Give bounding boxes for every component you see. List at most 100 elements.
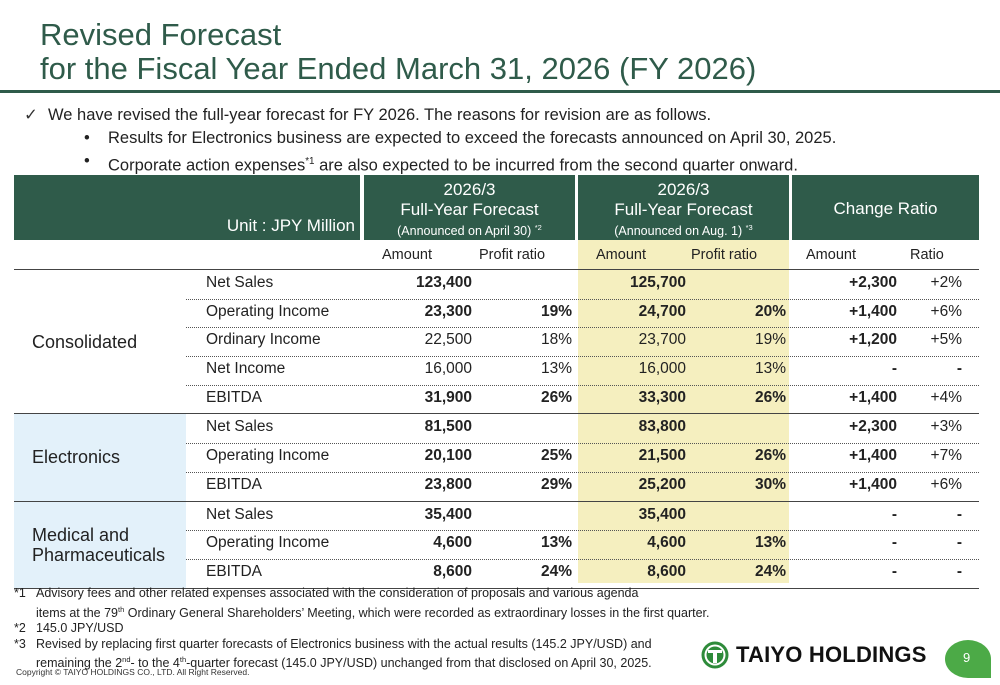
cell-chg-ratio: - bbox=[956, 562, 962, 580]
cell-chg-amount: - bbox=[891, 534, 897, 552]
header-august-year: 2026/3 bbox=[657, 180, 710, 199]
table-header: Unit : JPY Million 2026/3 Full-Year Fore… bbox=[14, 175, 979, 240]
cell-apr-amount: 81,500 bbox=[424, 418, 472, 436]
cell-aug-amount: 16,000 bbox=[638, 360, 686, 378]
cell-aug-amount: 83,800 bbox=[638, 418, 686, 436]
footnote-1-cont: items at the 79th Ordinary General Share… bbox=[14, 602, 710, 622]
bullet-dot-icon: • bbox=[84, 152, 90, 170]
cell-chg-amount: +2,300 bbox=[849, 418, 897, 436]
cell-aug-amount: 4,600 bbox=[647, 534, 686, 552]
cell-apr-amount: 23,300 bbox=[424, 302, 472, 320]
row-item: Net Sales bbox=[206, 505, 274, 523]
table-row: Net Sales 81,500 83,800 +2,300 +3% bbox=[186, 414, 979, 443]
footnote-3-cont: remaining the 2nd- to the 4th-quarter fo… bbox=[14, 652, 710, 672]
subhead-chg-amount: Amount bbox=[806, 247, 856, 263]
cell-chg-ratio: +4% bbox=[930, 388, 962, 406]
cell-apr-amount: 20,100 bbox=[424, 447, 472, 465]
group-electronics: Electronics Net Sales 81,500 83,800 +2,3… bbox=[14, 414, 979, 502]
unit-header: Unit : JPY Million bbox=[14, 175, 360, 240]
row-item: Ordinary Income bbox=[206, 331, 321, 349]
row-item: EBITDA bbox=[206, 475, 262, 493]
cell-apr-amount: 16,000 bbox=[424, 360, 472, 378]
page-number-badge: 9 bbox=[945, 640, 991, 678]
cell-apr-profit: 13% bbox=[540, 360, 572, 378]
cell-apr-amount: 123,400 bbox=[415, 274, 472, 291]
row-item: Operating Income bbox=[206, 534, 330, 552]
row-item: EBITDA bbox=[206, 562, 262, 580]
cell-aug-amount: 8,600 bbox=[647, 562, 686, 580]
cell-aug-profit: 20% bbox=[754, 302, 786, 320]
footnote-3-key: *3 bbox=[14, 636, 26, 651]
header-april-forecast: 2026/3 Full-Year Forecast (Announced on … bbox=[364, 175, 575, 240]
unit-label: Unit : JPY Million bbox=[226, 216, 355, 235]
subhead-aug-profit: Profit ratio bbox=[691, 247, 758, 263]
header-august-title: Full-Year Forecast bbox=[614, 200, 753, 219]
cell-aug-amount: 33,300 bbox=[638, 388, 686, 406]
bullet-dot-icon: • bbox=[84, 129, 90, 147]
table-subheader: Amount Profit ratio Amount Profit ratio … bbox=[14, 240, 979, 270]
table-row: EBITDA 23,800 29% 25,200 30% +1,400 +6% bbox=[186, 471, 979, 501]
bullet-main-text: We have revised the full-year forecast f… bbox=[48, 106, 712, 124]
bullet-list: ✓ We have revised the full-year forecast… bbox=[24, 104, 836, 178]
footnote-1-line2: items at the 79th Ordinary General Share… bbox=[36, 604, 710, 620]
title-divider bbox=[0, 90, 1000, 93]
subhead-aug-amount: Amount bbox=[596, 247, 646, 263]
bullet-sub-1-text: Results for Electronics business are exp… bbox=[108, 129, 837, 147]
copyright: Copyright © TAIYO HOLDINGS CO., LTD. All… bbox=[16, 667, 250, 677]
cell-aug-profit: 13% bbox=[754, 360, 786, 378]
header-august-forecast: 2026/3 Full-Year Forecast (Announced on … bbox=[578, 175, 789, 240]
cell-apr-amount: 22,500 bbox=[424, 331, 472, 349]
row-item: Net Sales bbox=[206, 418, 274, 436]
cell-chg-amount: +1,400 bbox=[849, 475, 897, 493]
header-april-title: Full-Year Forecast bbox=[400, 200, 539, 219]
table-row: Net Income 16,000 13% 16,000 13% - - bbox=[186, 356, 979, 385]
cell-apr-amount: 8,600 bbox=[433, 562, 472, 580]
group-label: Consolidated bbox=[32, 331, 138, 352]
footnote-1-line1: Advisory fees and other related expenses… bbox=[36, 586, 639, 600]
page-number: 9 bbox=[963, 650, 971, 665]
subhead-apr-profit: Profit ratio bbox=[479, 247, 546, 263]
group-label: Medical and Pharmaceuticals bbox=[14, 501, 186, 588]
group-medical: Medical and Pharmaceuticals Net Sales 35… bbox=[14, 501, 979, 589]
footnotes: *1 Advisory fees and other related expen… bbox=[14, 586, 710, 672]
cell-chg-ratio: - bbox=[956, 534, 962, 552]
cell-apr-profit: 29% bbox=[540, 475, 572, 493]
page-title-line2: for the Fiscal Year Ended March 31, 2026… bbox=[40, 51, 757, 86]
revised-column-highlight bbox=[578, 240, 789, 583]
table-row: Operating Income 20,100 25% 21,500 26% +… bbox=[186, 443, 979, 472]
cell-chg-ratio: +3% bbox=[930, 418, 962, 436]
cell-chg-amount: - bbox=[891, 505, 897, 523]
table-row: Operating Income 4,600 13% 4,600 13% - - bbox=[186, 530, 979, 559]
cell-chg-ratio: +6% bbox=[930, 475, 962, 493]
cell-apr-profit: 25% bbox=[540, 447, 572, 465]
subhead-chg-ratio: Ratio bbox=[910, 247, 944, 263]
row-item: Operating Income bbox=[206, 302, 330, 320]
cell-apr-amount: 35,400 bbox=[424, 505, 472, 523]
table-row: Operating Income 23,300 19% 24,700 20% +… bbox=[186, 298, 979, 328]
header-april-sub: (Announced on April 30) *2 bbox=[397, 223, 542, 239]
footnote-3: *3 Revised by replacing first quarter fo… bbox=[14, 637, 710, 653]
cell-aug-profit: 26% bbox=[754, 447, 786, 465]
cell-chg-ratio: +5% bbox=[930, 331, 962, 349]
footnote-2: *2 145.0 JPY/USD bbox=[14, 621, 710, 637]
footnote-2-key: *2 bbox=[14, 621, 26, 636]
table-row: EBITDA 31,900 26% 33,300 26% +1,400 +4% bbox=[186, 384, 979, 414]
bullet-sub-2: • Corporate action expenses*1 are also e… bbox=[24, 150, 836, 178]
cell-chg-amount: +1,400 bbox=[849, 447, 897, 465]
row-item: EBITDA bbox=[206, 388, 262, 406]
footnote-1: *1 Advisory fees and other related expen… bbox=[14, 586, 710, 602]
footnote-3-line1: Revised by replacing first quarter forec… bbox=[36, 636, 652, 651]
cell-chg-ratio: - bbox=[956, 505, 962, 523]
logo-text: TAIYO HOLDINGS bbox=[736, 642, 927, 667]
cell-aug-profit: 19% bbox=[754, 331, 786, 349]
cell-aug-amount: 35,400 bbox=[638, 505, 686, 523]
header-change-ratio-label: Change Ratio bbox=[833, 199, 938, 218]
bullet-sub-1: • Results for Electronics business are e… bbox=[24, 127, 836, 150]
table-row: EBITDA 8,600 24% 8,600 24% - - bbox=[186, 558, 979, 588]
row-item: Operating Income bbox=[206, 447, 330, 465]
cell-apr-profit: 13% bbox=[540, 534, 572, 552]
group-consolidated: Consolidated Net Sales 123,400 125,700 +… bbox=[14, 270, 979, 415]
cell-aug-amount: 24,700 bbox=[638, 302, 686, 320]
cell-apr-profit: 24% bbox=[540, 562, 572, 580]
cell-aug-amount: 125,700 bbox=[629, 274, 686, 291]
